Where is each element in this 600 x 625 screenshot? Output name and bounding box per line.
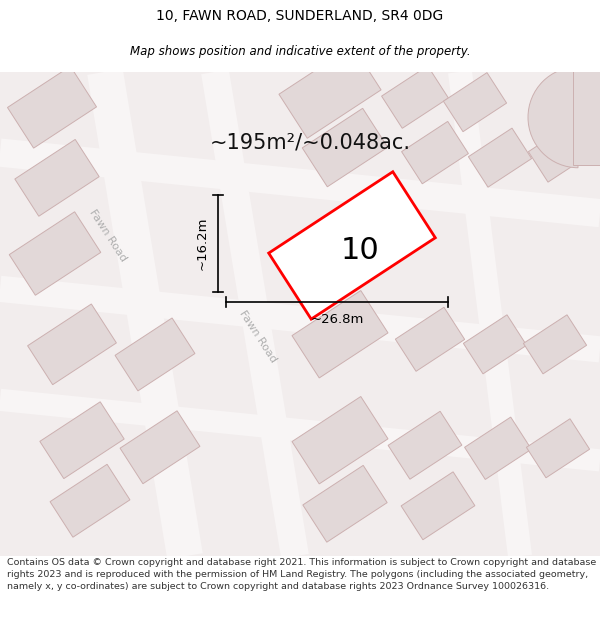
Polygon shape [302,108,388,187]
Polygon shape [448,71,532,558]
Polygon shape [120,411,200,484]
Polygon shape [526,419,590,478]
Polygon shape [201,69,309,559]
Polygon shape [0,389,600,471]
Polygon shape [87,69,203,559]
Polygon shape [279,46,381,138]
Polygon shape [443,72,506,132]
Polygon shape [292,396,388,484]
Polygon shape [303,466,387,542]
Polygon shape [269,172,436,319]
Polygon shape [9,212,101,295]
Polygon shape [382,66,448,128]
Polygon shape [529,123,592,182]
Polygon shape [401,472,475,540]
Polygon shape [292,291,388,378]
Polygon shape [388,411,462,479]
Polygon shape [395,308,464,371]
Text: Contains OS data © Crown copyright and database right 2021. This information is : Contains OS data © Crown copyright and d… [7,558,596,591]
Polygon shape [573,69,600,165]
Polygon shape [15,139,99,216]
Polygon shape [401,121,469,184]
Polygon shape [0,139,600,228]
Polygon shape [7,66,97,148]
Text: ~16.2m: ~16.2m [196,217,209,270]
Text: 10: 10 [341,236,379,265]
Polygon shape [40,402,124,479]
Text: Map shows position and indicative extent of the property.: Map shows position and indicative extent… [130,45,470,58]
Polygon shape [115,318,195,391]
Wedge shape [528,67,578,168]
Polygon shape [464,417,532,479]
Polygon shape [523,315,587,374]
Polygon shape [0,276,600,362]
Text: ~195m²/~0.048ac.: ~195m²/~0.048ac. [209,132,410,152]
Text: 10, FAWN ROAD, SUNDERLAND, SR4 0DG: 10, FAWN ROAD, SUNDERLAND, SR4 0DG [157,9,443,22]
Polygon shape [0,72,600,556]
Polygon shape [314,201,395,276]
Polygon shape [28,304,116,384]
Polygon shape [469,128,532,187]
Polygon shape [463,315,527,374]
Text: Fawn Road: Fawn Road [238,308,278,364]
Text: ~26.8m: ~26.8m [310,312,364,326]
Text: Fawn Road: Fawn Road [88,208,128,263]
Polygon shape [50,464,130,538]
